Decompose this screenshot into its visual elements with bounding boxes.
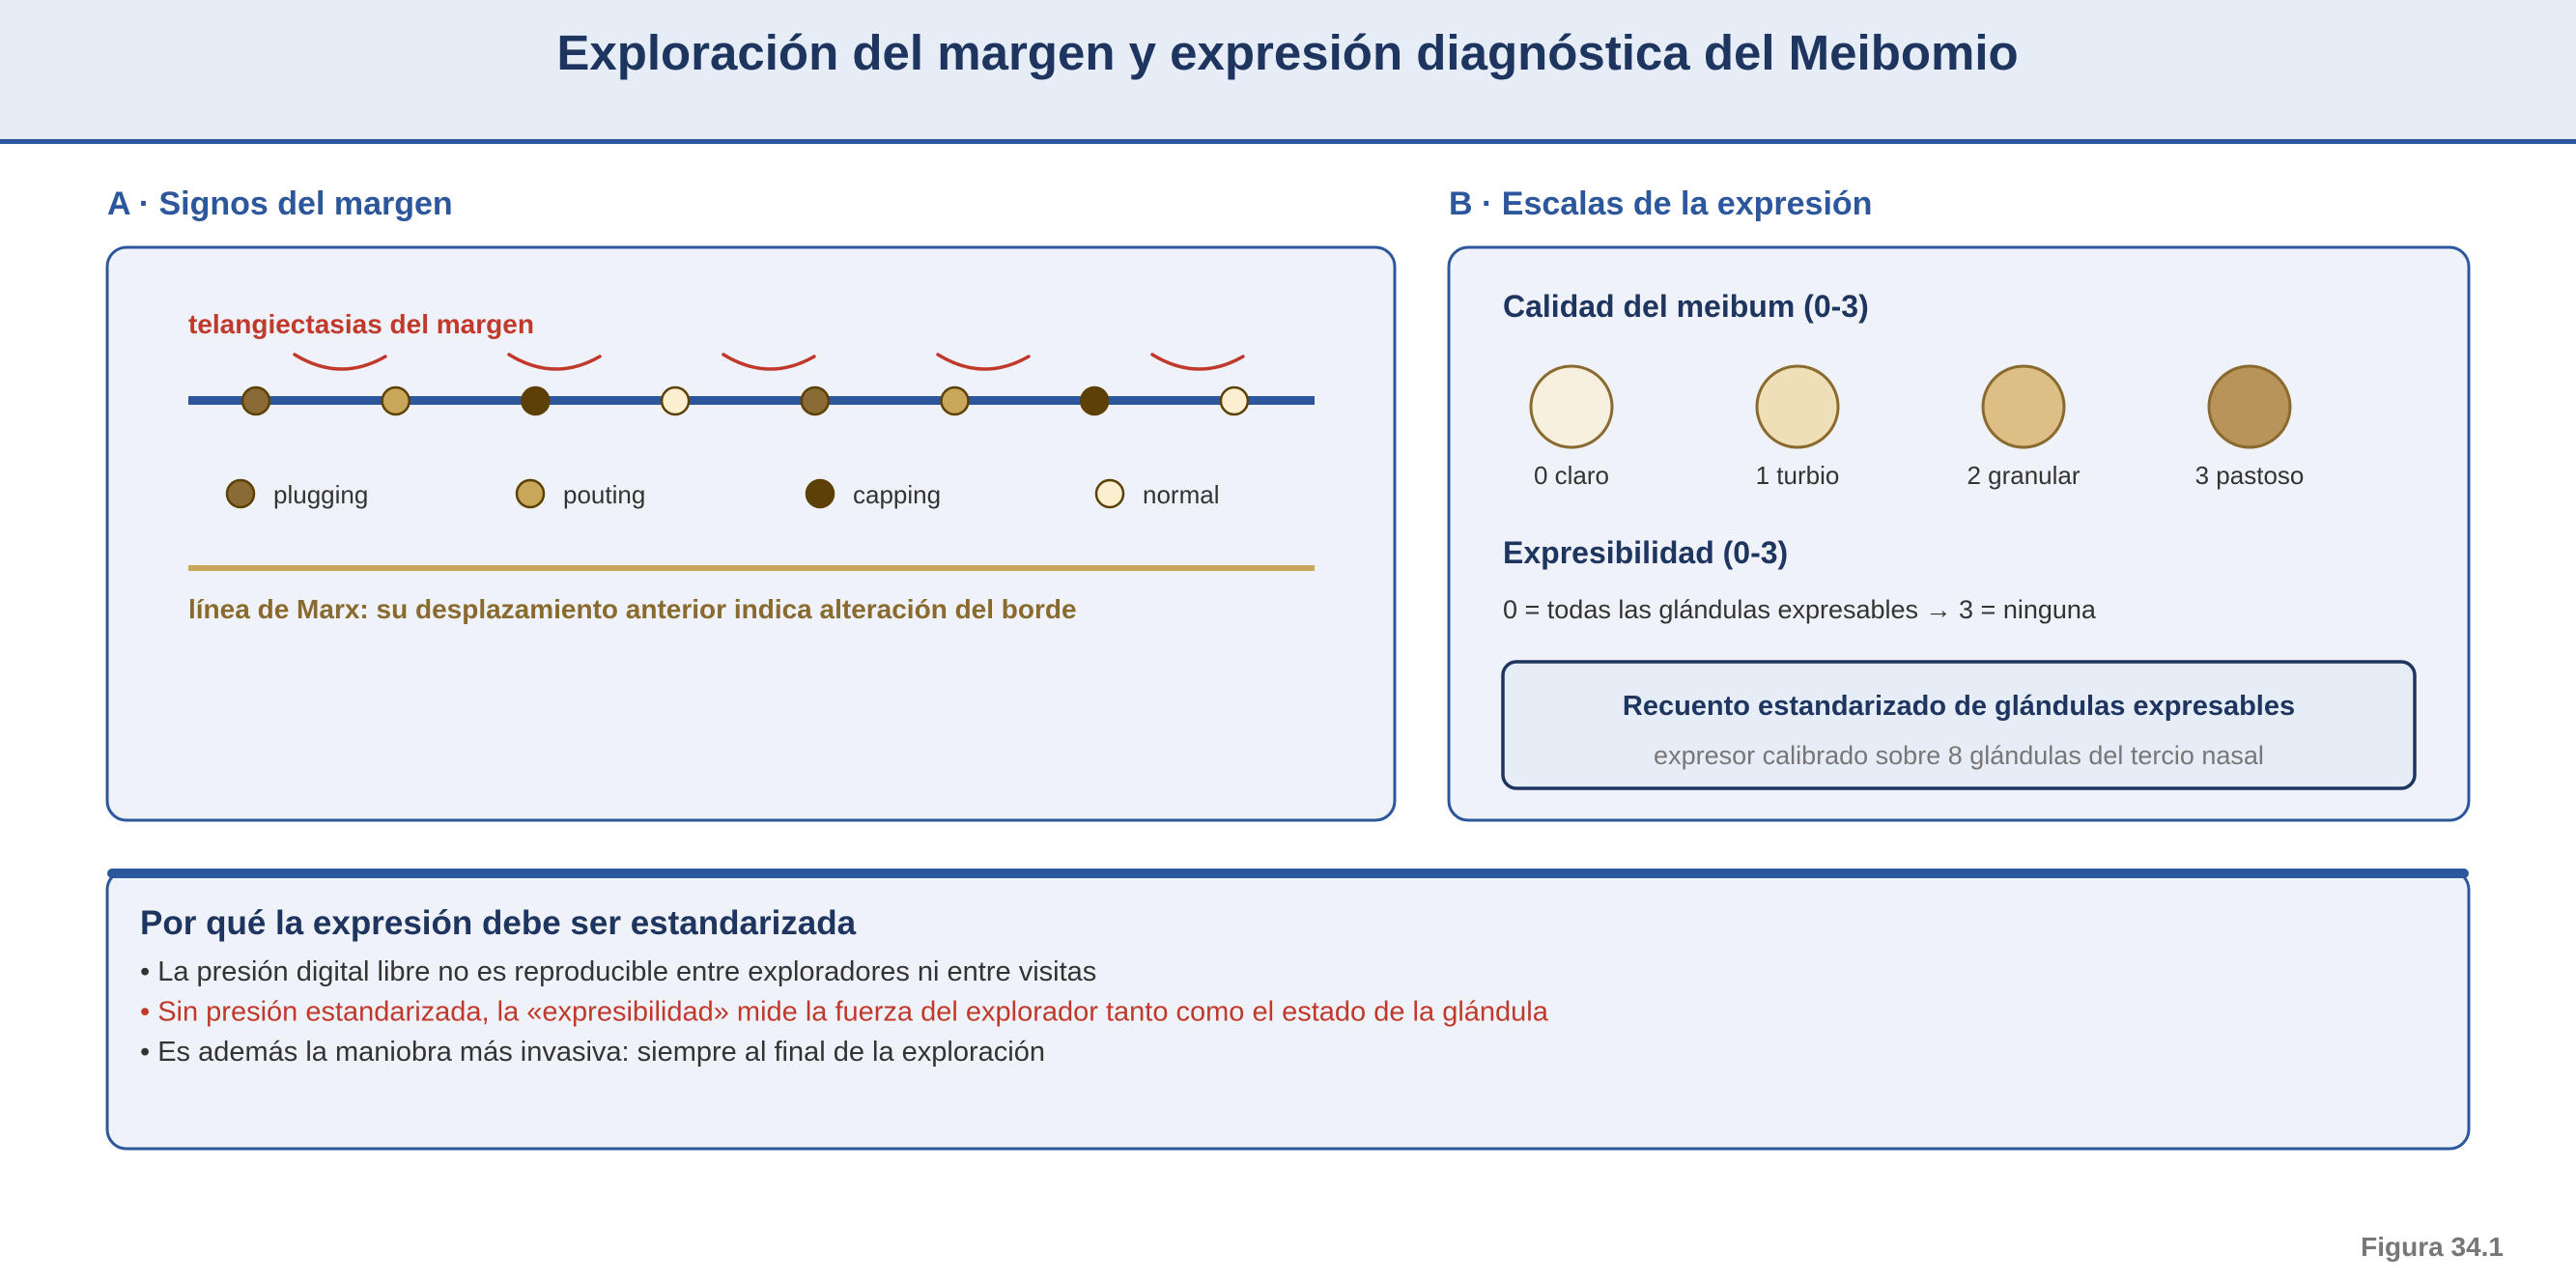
quality-grade-label: 0 claro bbox=[1534, 461, 1609, 490]
legend-swatch-normal bbox=[1094, 478, 1125, 509]
telangiectasia-arcs bbox=[293, 353, 1245, 371]
legend-label: plugging bbox=[273, 480, 368, 509]
quality-grade-label: 2 granular bbox=[1967, 461, 2080, 490]
standardized-count-subtitle: expresor calibrado sobre 8 glándulas del… bbox=[1654, 741, 2264, 770]
expressibility-title: Expresibilidad (0-3) bbox=[1503, 535, 1788, 570]
header-band bbox=[0, 0, 2576, 141]
quality-title: Calidad del meibum (0-3) bbox=[1503, 289, 1869, 324]
panel-b: Calidad del meibum (0-3) 0 claro 1 turbio… bbox=[1447, 245, 2471, 822]
quality-grade-label: 3 pastoso bbox=[2195, 461, 2305, 490]
bullet-item: • Es además la maniobra más invasiva: si… bbox=[140, 1037, 1045, 1068]
legend-label: pouting bbox=[563, 480, 645, 509]
legend-label: normal bbox=[1143, 480, 1219, 509]
panel-a: telangiectasias del margen plugging pouti… bbox=[105, 245, 1397, 822]
standardized-count-box bbox=[1501, 660, 2417, 790]
legend-label: capping bbox=[853, 480, 941, 509]
bottom-panel: Por qué la expresión debe ser estandariz… bbox=[105, 869, 2471, 1151]
expressibility-scale: 0 = todas las glándulas expresables → 3 … bbox=[1503, 595, 2097, 624]
figure-label: Figura 34.1 bbox=[2361, 1232, 2504, 1262]
telangiectasia-arc bbox=[936, 353, 1031, 371]
legend-swatch-capping bbox=[805, 478, 835, 509]
panel-b-heading: B · Escalas de la expresión bbox=[1449, 185, 1872, 222]
quality-grade-label: 1 turbio bbox=[1756, 461, 1840, 490]
standardized-count-title: Recuento estandarizado de glándulas expr… bbox=[1623, 691, 2295, 722]
quality-grade-swatch bbox=[1755, 364, 1840, 449]
legend-swatch-plugging bbox=[225, 478, 256, 509]
lid-margin-line bbox=[188, 396, 1315, 405]
quality-scale: 0 claro 1 turbio 2 granular 3 pastoso bbox=[1529, 364, 2305, 490]
gland-orifice-pouting bbox=[381, 385, 410, 416]
gland-orifice-plugging bbox=[800, 385, 831, 416]
telangiectasia-arc bbox=[722, 353, 816, 371]
page-title: Exploración del margen y expresión diagn… bbox=[556, 25, 2018, 80]
telangiectasia-arc bbox=[293, 353, 387, 371]
marx-line bbox=[188, 565, 1315, 571]
bottom-panel-title: Por qué la expresión debe ser estandariz… bbox=[140, 904, 857, 942]
panel-a-heading: A · Signos del margen bbox=[107, 185, 453, 222]
telangiectasia-label: telangiectasias del margen bbox=[188, 309, 534, 339]
legend-swatch-pouting bbox=[515, 478, 546, 509]
bullet-item: • Sin presión estandarizada, la «expresi… bbox=[140, 997, 1549, 1028]
gland-legend: plugging pouting capping normal bbox=[225, 478, 1219, 509]
gland-orifice-pouting bbox=[940, 385, 970, 416]
gland-orifice-normal bbox=[1219, 385, 1250, 416]
telangiectasia-arc bbox=[507, 353, 602, 371]
gland-orifices bbox=[241, 385, 1250, 416]
bullet-item: • La presión digital libre no es reprodu… bbox=[140, 956, 1096, 987]
telangiectasia-arc bbox=[1150, 353, 1245, 371]
bullet-list: • La presión digital libre no es reprodu… bbox=[140, 956, 1549, 1068]
gland-orifice-normal bbox=[660, 385, 691, 416]
gland-orifice-capping bbox=[521, 385, 551, 416]
quality-grade-swatch bbox=[1529, 364, 1614, 449]
gland-orifice-plugging bbox=[241, 385, 271, 416]
marx-line-note: línea de Marx: su desplazamiento anterio… bbox=[188, 594, 1077, 624]
panel-a-frame bbox=[105, 245, 1397, 822]
bottom-panel-top-bar bbox=[107, 869, 2469, 878]
quality-grade-swatch bbox=[1981, 364, 2066, 449]
gland-orifice-capping bbox=[1079, 385, 1110, 416]
quality-grade-swatch bbox=[2207, 364, 2292, 449]
header-rule bbox=[0, 139, 2576, 144]
